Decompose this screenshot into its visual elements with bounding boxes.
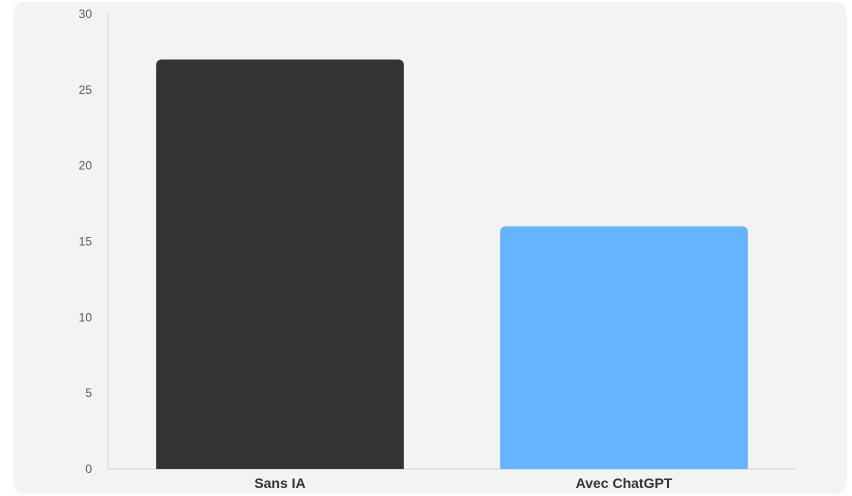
y-tick-label: 25 <box>79 83 93 97</box>
bar-sans-ia <box>156 59 404 469</box>
y-tick-label: 10 <box>79 310 93 324</box>
x-axis-labels: Sans IA Avec ChatGPT <box>254 475 672 491</box>
y-tick-label: 5 <box>85 386 92 400</box>
bar-chart: 0 5 10 15 20 25 30 Sans IA Avec ChatGPT <box>79 7 796 491</box>
x-category-label: Avec ChatGPT <box>576 475 673 491</box>
y-tick-label: 30 <box>79 7 93 21</box>
y-axis-ticks: 0 5 10 15 20 25 30 <box>79 7 93 476</box>
y-tick-label: 20 <box>79 159 93 173</box>
chart-card: 0 5 10 15 20 25 30 Sans IA Avec ChatGPT <box>14 2 846 492</box>
bar-avec-chatgpt <box>500 226 748 469</box>
y-tick-label: 0 <box>85 462 92 476</box>
x-category-label: Sans IA <box>254 475 305 491</box>
bars <box>156 59 748 469</box>
y-tick-label: 15 <box>79 235 93 249</box>
